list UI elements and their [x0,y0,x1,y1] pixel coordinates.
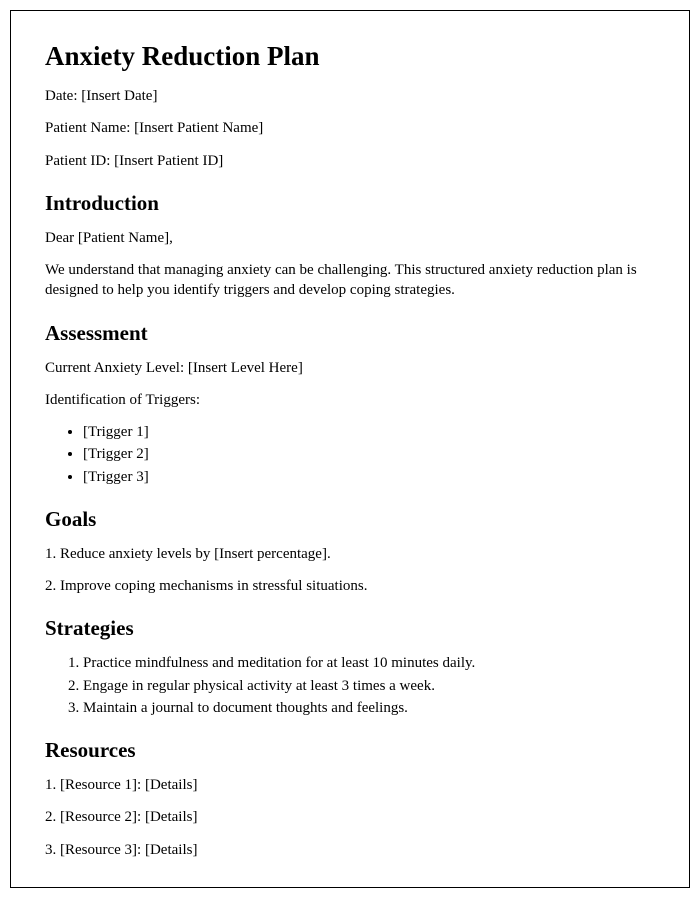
list-item: Engage in regular physical activity at l… [83,676,655,696]
assessment-level: Current Anxiety Level: [Insert Level Her… [45,358,655,378]
list-item: Maintain a journal to document thoughts … [83,698,655,718]
section-heading-assessment: Assessment [45,321,655,346]
page-title: Anxiety Reduction Plan [45,41,655,72]
meta-date: Date: [Insert Date] [45,86,655,106]
list-item: [Trigger 3] [83,467,655,487]
list-item: [Trigger 2] [83,444,655,464]
intro-body: We understand that managing anxiety can … [45,260,655,301]
section-heading-resources: Resources [45,738,655,763]
section-heading-strategies: Strategies [45,616,655,641]
resource-item: 2. [Resource 2]: [Details] [45,807,655,827]
meta-patient-id: Patient ID: [Insert Patient ID] [45,151,655,171]
goal-item: 1. Reduce anxiety levels by [Insert perc… [45,544,655,564]
strategies-list: Practice mindfulness and meditation for … [45,653,655,718]
section-heading-goals: Goals [45,507,655,532]
triggers-list: [Trigger 1] [Trigger 2] [Trigger 3] [45,422,655,487]
resource-item: 1. [Resource 1]: [Details] [45,775,655,795]
resource-item: 3. [Resource 3]: [Details] [45,840,655,860]
list-item: [Trigger 1] [83,422,655,442]
section-heading-introduction: Introduction [45,191,655,216]
meta-patient-name: Patient Name: [Insert Patient Name] [45,118,655,138]
list-item: Practice mindfulness and meditation for … [83,653,655,673]
goal-item: 2. Improve coping mechanisms in stressfu… [45,576,655,596]
assessment-triggers-label: Identification of Triggers: [45,390,655,410]
intro-greeting: Dear [Patient Name], [45,228,655,248]
document-page: Anxiety Reduction Plan Date: [Insert Dat… [10,10,690,888]
